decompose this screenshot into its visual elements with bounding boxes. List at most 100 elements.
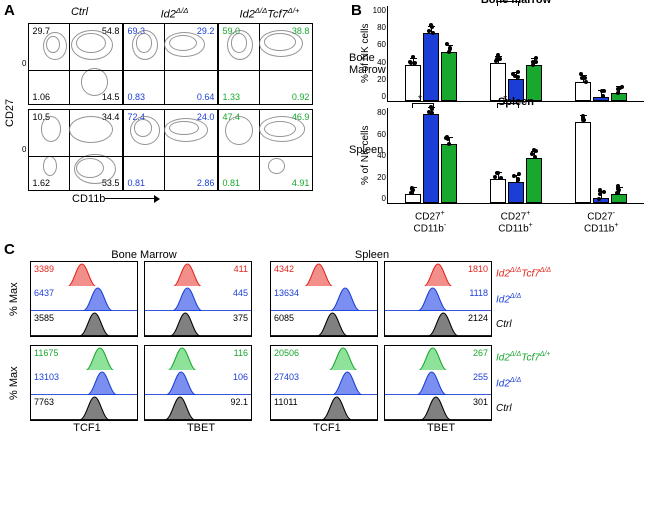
histogram-legend: Id2Δ/ΔTcf7Δ/+Id2Δ/ΔCtrl — [492, 345, 551, 421]
facs-plot: 10.534.41.6253.5 — [28, 109, 123, 191]
histogram-trace: 301 — [385, 395, 491, 420]
significance-marker: * — [418, 94, 422, 105]
quadrant-value: 29.2 — [197, 26, 215, 36]
category-label: CD27-CD11b+ — [558, 210, 644, 235]
histogram-trace: 445 — [145, 286, 251, 311]
histogram-trace: 92.1 — [145, 395, 251, 420]
quadrant-value: 1.06 — [32, 92, 50, 102]
histogram-trace: 3585 — [31, 311, 137, 336]
histogram-trace: 6437 — [31, 286, 137, 311]
histogram-trace: 1810 — [385, 262, 491, 287]
panel-c-tissue-headers: Bone Marrow Spleen — [30, 249, 644, 261]
histo-xlabel: TBET — [144, 422, 258, 434]
histogram-plot: 267255 301 — [384, 345, 492, 421]
histogram-trace: 1118 — [385, 286, 491, 311]
mfi-value: 2124 — [468, 313, 488, 323]
bar — [441, 144, 457, 203]
bar-group — [388, 6, 473, 101]
arrow-icon — [105, 195, 160, 203]
quadrant-value: 0.83 — [127, 92, 145, 102]
histogram-trace: 3389 — [31, 262, 137, 287]
panel-a: A Ctrl Id2Δ/Δ Id2Δ/ΔTcf7Δ/+ 029.754.81.0… — [6, 6, 351, 235]
legend-item: Id2Δ/ΔTcf7Δ/+ — [496, 351, 551, 363]
legend-item: Id2Δ/Δ — [496, 293, 551, 305]
legend-item: Ctrl — [496, 403, 551, 414]
facs-row: 029.754.81.0614.569.329.20.830.6459.038.… — [6, 21, 351, 107]
significance-marker: * — [503, 94, 507, 105]
histogram-trace: 11675 — [31, 346, 137, 371]
category-label: CD27+CD11b- — [387, 210, 473, 235]
panel-c: C Bone Marrow Spleen % Max33896437358541… — [6, 249, 644, 434]
histo-xlabel: TBET — [384, 422, 498, 434]
mfi-value: 255 — [473, 372, 488, 382]
mfi-value: 301 — [473, 397, 488, 407]
mfi-value: 7763 — [34, 397, 54, 407]
histogram-trace: 13634 — [271, 286, 377, 311]
chart-yticks: 806040200 — [368, 108, 386, 203]
figure: A Ctrl Id2Δ/Δ Id2Δ/ΔTcf7Δ/+ 029.754.81.0… — [6, 6, 644, 434]
histo-yaxis: % Max — [6, 261, 22, 337]
facs-plot: 29.754.81.0614.5 — [28, 23, 123, 105]
mfi-value: 1118 — [469, 288, 488, 298]
mfi-value: 375 — [233, 313, 248, 323]
quadrant-value: 0.92 — [292, 92, 310, 102]
mfi-value: 3585 — [34, 313, 54, 323]
panel-a-col-headers: Ctrl Id2Δ/Δ Id2Δ/ΔTcf7Δ/+ — [32, 6, 351, 21]
bar-chart: Spleen% of NK cells806040200** — [387, 108, 644, 204]
mfi-value: 106 — [233, 372, 248, 382]
bar-group: * — [388, 108, 473, 203]
histogram-plot: 4342 13634 6085 — [270, 261, 378, 337]
bar — [490, 179, 506, 203]
histogram-trace: 411 — [145, 262, 251, 287]
histogram-plot: 11675 13103 7763 — [30, 345, 138, 421]
bar — [508, 182, 524, 203]
bar — [441, 52, 457, 101]
histo-yaxis: % Max — [6, 345, 22, 421]
histogram-trace: 7763 — [31, 395, 137, 420]
mfi-value: 1810 — [468, 264, 488, 274]
quadrant-value: 1.62 — [32, 178, 50, 188]
panel-a-yaxis: CD27 — [4, 28, 16, 198]
mfi-value: 11011 — [274, 397, 298, 407]
quadrant-value: 14.5 — [102, 92, 120, 102]
histogram-trace: 375 — [145, 311, 251, 336]
histogram-trace: 4342 — [271, 262, 377, 287]
chart-yticks: 100806040200 — [368, 6, 386, 101]
histogram-trace: 13103 — [31, 370, 137, 395]
mfi-value: 92.1 — [230, 397, 248, 407]
bar — [593, 198, 609, 203]
histogram-plot: 1810 1118 2124 — [384, 261, 492, 337]
bar — [526, 158, 542, 203]
mfi-value: 20506 — [274, 348, 299, 358]
quadrant-value: 0.64 — [197, 92, 215, 102]
significance-marker: * — [503, 0, 507, 3]
mfi-value: 411 — [234, 264, 248, 274]
histogram-trace: 267 — [385, 346, 491, 371]
histogram-legend: Id2Δ/ΔTcf7Δ/ΔId2Δ/ΔCtrl — [492, 261, 551, 337]
histogram-block: % Max 3389 6437 3585 411 445 375 4342 13634 6085 1… — [6, 261, 644, 337]
histogram-trace: 20506 — [271, 346, 377, 371]
quadrant-value: 0.81 — [127, 178, 145, 188]
mfi-value: 6085 — [274, 313, 294, 323]
bar — [423, 33, 439, 101]
histogram-trace: 255 — [385, 370, 491, 395]
bar-group: * — [473, 108, 558, 203]
bar — [575, 122, 591, 203]
mfi-value: 11675 — [34, 348, 58, 358]
histo-xlabel: TCF1 — [30, 422, 144, 434]
bar — [405, 194, 421, 204]
bar — [611, 194, 627, 204]
quadrant-value: 0.81 — [222, 178, 240, 188]
histogram-trace: 27403 — [271, 370, 377, 395]
facs-row: 010.534.41.6253.572.424.00.812.8647.446.… — [6, 107, 351, 193]
bar-group — [559, 108, 644, 203]
mfi-value: 3389 — [34, 264, 54, 274]
mfi-value: 4342 — [274, 264, 294, 274]
mfi-value: 6437 — [34, 288, 54, 298]
colhdr-id2: Id2Δ/Δ — [127, 6, 222, 21]
quadrant-value: 1.33 — [222, 92, 240, 102]
histogram-block: % Max 11675 13103 7763 116 106 92.1 20506 27403 1… — [6, 345, 644, 421]
mfi-value: 13103 — [34, 372, 59, 382]
mfi-value: 116 — [234, 348, 248, 358]
colhdr-tcf7: Id2Δ/ΔTcf7Δ/+ — [222, 6, 317, 21]
